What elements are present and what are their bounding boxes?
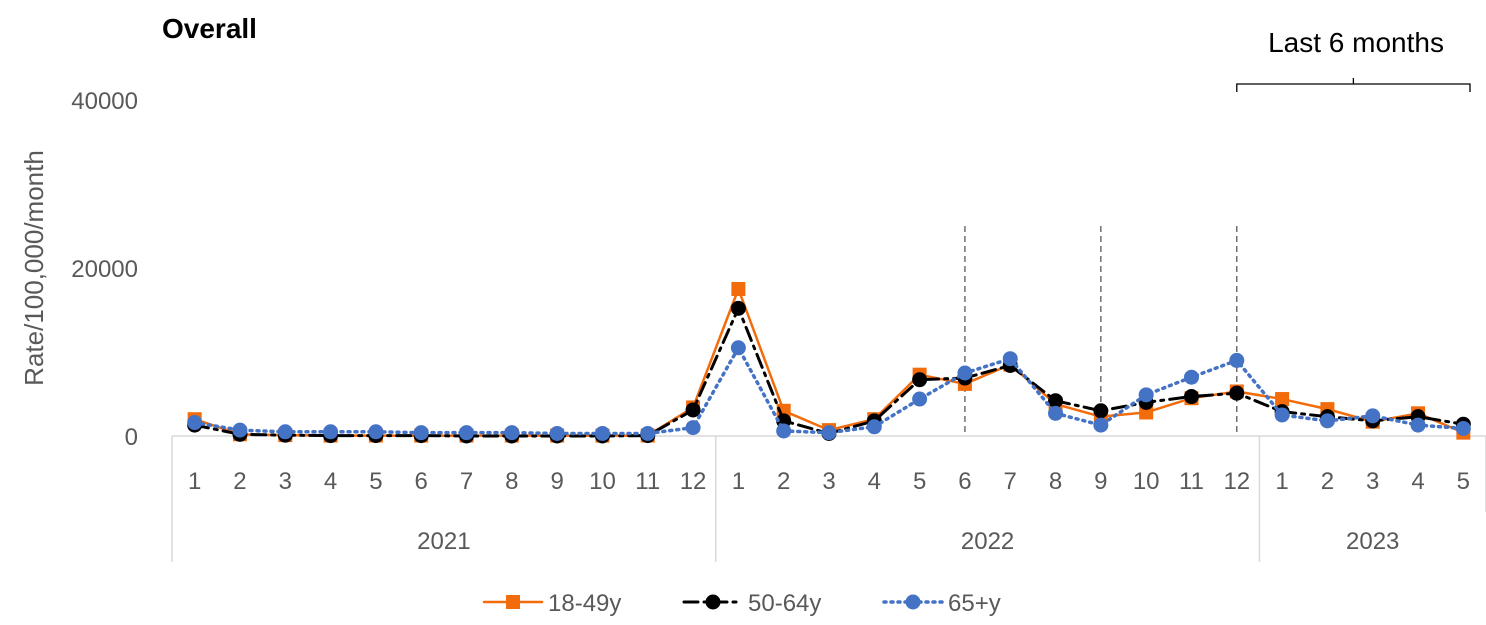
data-point [1093, 417, 1109, 433]
year-group-label: 2023 [1346, 528, 1399, 555]
data-point [1275, 392, 1290, 407]
data-point [731, 282, 746, 296]
x-tick-label: 4 [324, 468, 337, 495]
legend-item: 18-49y [482, 590, 621, 617]
annotation-bracket [1236, 78, 1471, 92]
x-tick-label: 6 [958, 468, 971, 495]
x-tick-label: 11 [635, 468, 660, 495]
y-tick-label: 20000 [71, 256, 138, 283]
data-point [1229, 385, 1245, 401]
data-point [1229, 352, 1245, 368]
series-line [193, 306, 1465, 438]
data-point [866, 419, 882, 435]
data-point [1410, 417, 1426, 433]
x-tick-label: 2 [1321, 468, 1334, 495]
legend-label: 18-49y [548, 590, 621, 617]
data-point [504, 425, 520, 441]
legend-label: 65+y [948, 590, 1001, 617]
data-point [912, 391, 928, 407]
data-point [912, 372, 928, 388]
data-point [1455, 420, 1471, 436]
x-tick-label: 4 [868, 468, 881, 495]
legend-swatch-marker [705, 594, 721, 610]
data-point [1048, 405, 1064, 421]
x-tick-label: 5 [1457, 468, 1470, 495]
x-tick-label: 5 [369, 468, 382, 495]
data-point [730, 340, 746, 356]
data-point [323, 424, 339, 440]
series-65+y [187, 340, 1471, 441]
x-tick-label: 8 [505, 468, 518, 495]
x-tick-label: 3 [822, 468, 835, 495]
x-tick-label: 10 [1133, 468, 1160, 495]
legend-swatch-marker [905, 594, 921, 610]
legend-swatch-marker [506, 595, 520, 609]
x-tick-label: 1 [188, 468, 201, 495]
x-tick-label: 6 [415, 468, 428, 495]
data-point [957, 365, 973, 381]
data-point [776, 423, 792, 439]
legend-item: 65+y [882, 590, 1001, 617]
x-tick-label: 7 [460, 468, 473, 495]
x-tick-label: 9 [1094, 468, 1107, 495]
x-tick-label: 2 [233, 468, 246, 495]
data-point [187, 415, 203, 431]
data-point [730, 300, 746, 316]
x-tick-label: 4 [1411, 468, 1424, 495]
year-group-label: 2022 [961, 528, 1014, 555]
x-tick-label: 1 [732, 468, 745, 495]
series-50-64y [187, 300, 1471, 444]
data-point [1319, 413, 1335, 429]
data-point [1048, 393, 1064, 409]
chart-title: Overall [162, 13, 257, 44]
series-layer [187, 282, 1471, 444]
data-point [1002, 351, 1018, 367]
legend-item: 50-64y [682, 590, 821, 617]
data-point [232, 422, 248, 438]
x-tick-label: 3 [1366, 468, 1379, 495]
x-tick-label: 12 [1223, 468, 1250, 495]
x-tick-label: 12 [680, 468, 707, 495]
x-tick-label: 9 [550, 468, 563, 495]
reference-lines [964, 226, 1238, 436]
x-tick-label: 11 [1179, 468, 1204, 495]
legend: 18-49y 50-64y 65+y [482, 590, 1001, 617]
data-point [640, 425, 656, 441]
annotation-bracket-line [1236, 83, 1471, 92]
x-tick-label: 8 [1049, 468, 1062, 495]
series-line [193, 287, 1465, 437]
legend-label: 50-64y [748, 590, 821, 617]
series-line [192, 346, 1466, 436]
x-tick-label: 3 [279, 468, 292, 495]
data-point [459, 425, 475, 441]
data-point [413, 425, 429, 441]
year-group-label: 2021 [417, 528, 470, 555]
data-point [1365, 408, 1381, 424]
y-tick-label: 40000 [71, 88, 138, 115]
data-point [368, 424, 384, 440]
data-point [821, 425, 837, 441]
x-tick-label: 7 [1004, 468, 1017, 495]
data-point [1183, 369, 1199, 385]
x-tick-label: 2 [777, 468, 790, 495]
x-tick-label: 1 [1275, 468, 1288, 495]
data-point [685, 402, 701, 418]
annotation-label: Last 6 months [1268, 27, 1444, 58]
data-point [1274, 407, 1290, 423]
data-point [1138, 387, 1154, 403]
data-point [1183, 389, 1199, 405]
y-tick-label: 0 [125, 424, 138, 451]
data-point [594, 425, 610, 441]
data-point [277, 424, 293, 440]
x-tick-label: 5 [913, 468, 926, 495]
data-point [1093, 403, 1109, 419]
x-tick-label: 10 [589, 468, 616, 495]
data-point [685, 420, 701, 436]
y-axis-label: Rate/100,000/month [19, 150, 49, 386]
data-point [549, 425, 565, 441]
